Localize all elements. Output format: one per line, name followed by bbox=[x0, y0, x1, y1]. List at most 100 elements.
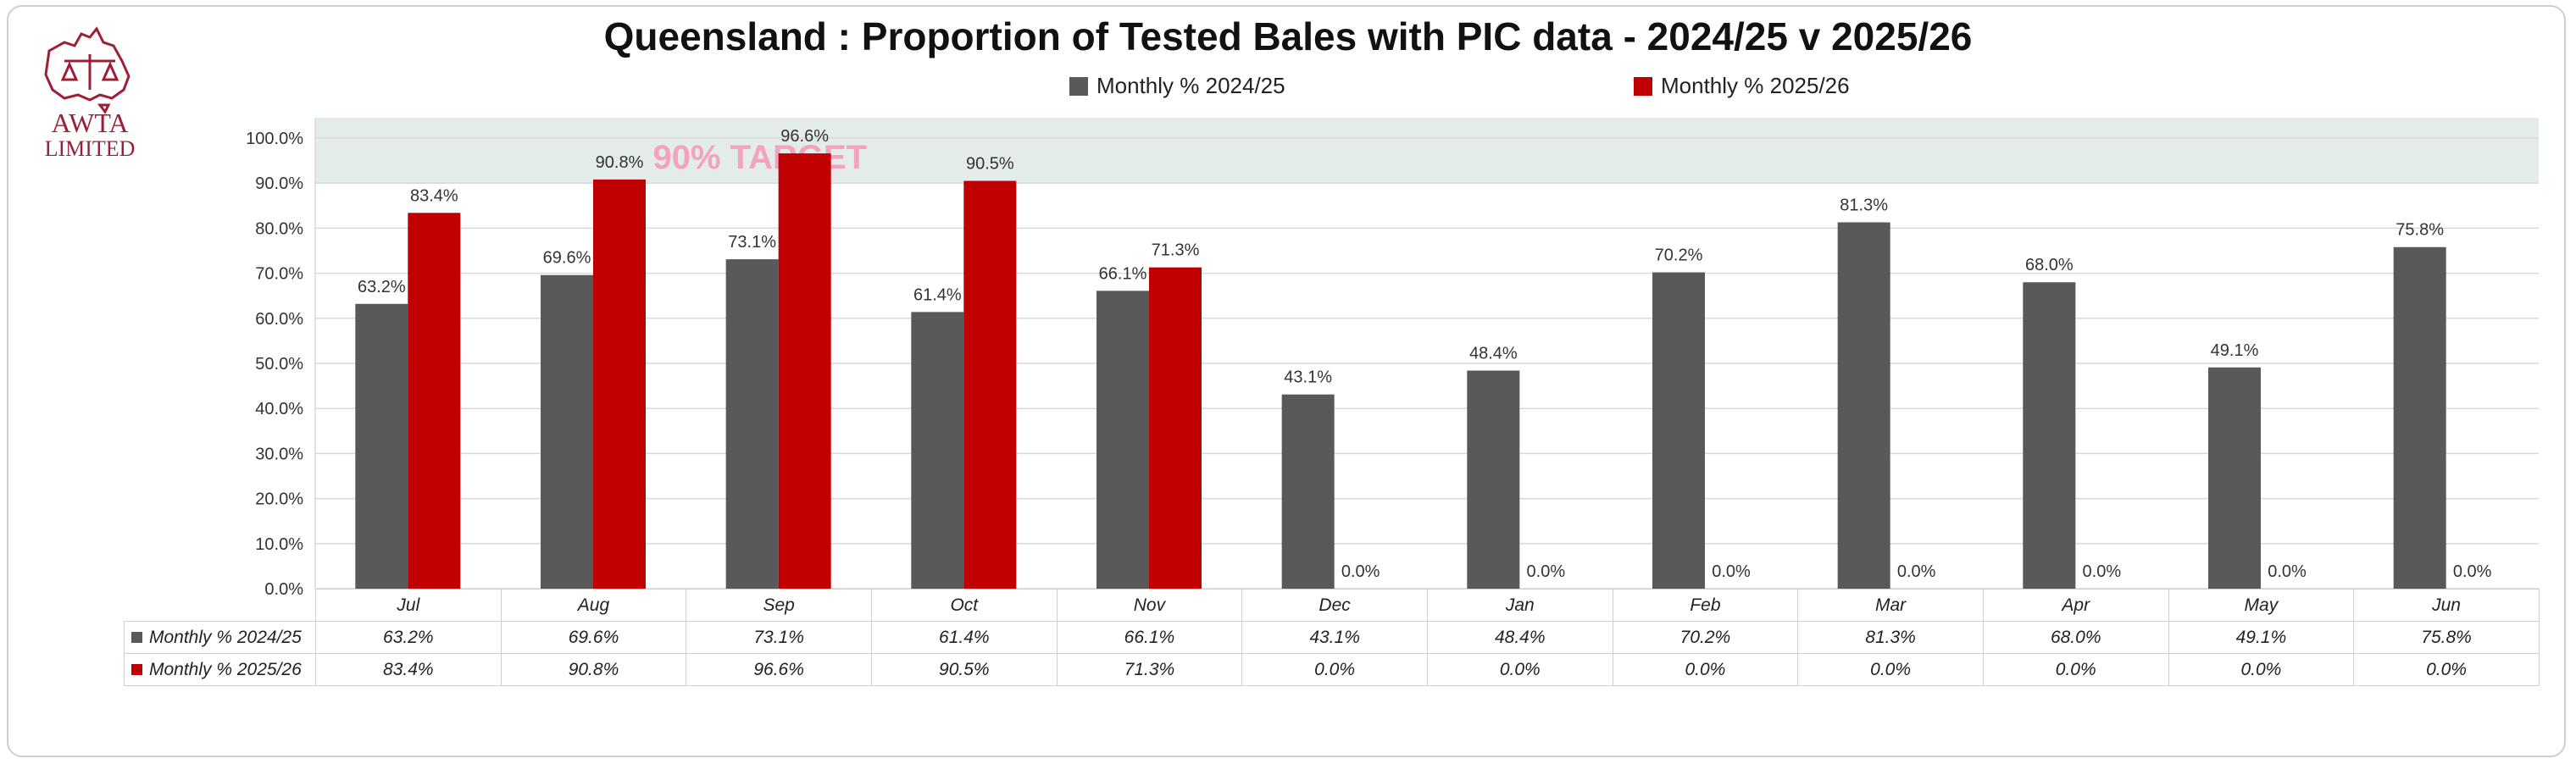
y-tick-label: 90.0% bbox=[255, 174, 303, 193]
x-tick-label: Aug bbox=[500, 589, 687, 622]
table-cell: 0.0% bbox=[2353, 653, 2540, 686]
x-tick-label: May bbox=[2168, 589, 2355, 622]
table-cell: 0.0% bbox=[1241, 653, 1428, 686]
table-row-swatch bbox=[131, 632, 142, 644]
data-label-2024-25-jan: 48.4% bbox=[1469, 345, 1518, 363]
table-cell: 61.4% bbox=[870, 621, 1058, 654]
data-label-2024-25-feb: 70.2% bbox=[1655, 246, 1703, 265]
y-tick-label: 60.0% bbox=[255, 310, 303, 329]
legend-swatch-2025-26 bbox=[1634, 76, 1652, 96]
table-cell: 90.5% bbox=[870, 653, 1058, 686]
table-row: Monthly % 2025/26 83.4% 90.8% 96.6% 90.5% 71.… bbox=[124, 653, 2540, 686]
data-label-2024-25-jun: 75.8% bbox=[2396, 221, 2444, 240]
data-label-2024-25-oct: 61.4% bbox=[913, 285, 962, 304]
y-tick-label: 0.0% bbox=[264, 580, 303, 599]
chart-data-table: Jul Aug Sep Oct Nov Dec Jan Feb Mar Apr May Jun Mont… bbox=[124, 589, 2540, 686]
table-cell: 90.8% bbox=[500, 653, 687, 686]
data-label-2025-26-mar: 0.0% bbox=[1897, 562, 1936, 581]
bar-2024-25-jun bbox=[2393, 246, 2446, 589]
data-label-2025-26-sep: 96.6% bbox=[780, 127, 829, 146]
x-tick-label: Jun bbox=[2353, 589, 2540, 622]
target-band bbox=[315, 118, 2539, 184]
x-tick-label: Jul bbox=[315, 589, 502, 622]
bar-2025-26-aug bbox=[593, 179, 646, 589]
x-tick-label: Oct bbox=[870, 589, 1058, 622]
table-cell: 43.1% bbox=[1241, 621, 1428, 654]
y-tick-label: 20.0% bbox=[255, 490, 303, 509]
data-label-2025-26-apr: 0.0% bbox=[2083, 562, 2122, 581]
x-tick-label: Nov bbox=[1056, 589, 1243, 622]
data-label-2024-25-dec: 43.1% bbox=[1284, 368, 1332, 387]
x-tick-label: Sep bbox=[686, 589, 872, 622]
bar-2024-25-jan bbox=[1467, 370, 1520, 589]
x-tick-label: Mar bbox=[1797, 589, 1984, 622]
table-row-name: Monthly % 2025/26 bbox=[149, 659, 302, 679]
table-cell: 66.1% bbox=[1056, 621, 1243, 654]
y-tick-label: 50.0% bbox=[255, 355, 303, 374]
bar-2024-25-mar bbox=[1837, 222, 1890, 589]
bar-2024-25-nov bbox=[1096, 291, 1149, 589]
target-label: 90% TARGET bbox=[652, 139, 867, 176]
data-label-2025-26-may: 0.0% bbox=[2268, 562, 2307, 581]
table-row-name: Monthly % 2024/25 bbox=[149, 627, 302, 647]
bar-2024-25-feb bbox=[1652, 272, 1705, 589]
data-label-2025-26-dec: 0.0% bbox=[1341, 562, 1380, 581]
bar-2024-25-aug bbox=[541, 274, 593, 589]
table-cell: 70.2% bbox=[1612, 621, 1799, 654]
x-tick-label: Feb bbox=[1612, 589, 1799, 622]
data-label-2025-26-jan: 0.0% bbox=[1527, 562, 1566, 581]
bar-2024-25-sep bbox=[725, 259, 779, 589]
legend-item-2024-25: Monthly % 2024/25 bbox=[1069, 73, 1285, 99]
y-tick-label: 70.0% bbox=[255, 265, 303, 284]
table-cell: 75.8% bbox=[2353, 621, 2540, 654]
data-label-2025-26-jul: 83.4% bbox=[410, 186, 458, 205]
chart-frame bbox=[7, 5, 2566, 757]
data-label-2024-25-aug: 69.6% bbox=[543, 249, 591, 268]
legend-swatch-2024-25 bbox=[1069, 76, 1088, 96]
table-cell: 71.3% bbox=[1056, 653, 1243, 686]
table-cell: 0.0% bbox=[1797, 653, 1984, 686]
table-cell: 0.0% bbox=[1982, 653, 2169, 686]
data-label-2025-26-feb: 0.0% bbox=[1712, 562, 1751, 581]
x-tick-label: Apr bbox=[1982, 589, 2169, 622]
legend-item-2025-26: Monthly % 2025/26 bbox=[1634, 73, 1850, 99]
data-label-2025-26-jun: 0.0% bbox=[2453, 562, 2492, 581]
bar-2025-26-nov bbox=[1149, 267, 1202, 589]
y-tick-label: 100.0% bbox=[246, 130, 303, 148]
chart-title: Queensland : Proportion of Tested Bales … bbox=[603, 14, 1973, 58]
data-label-2024-25-apr: 68.0% bbox=[2025, 256, 2074, 274]
table-cell: 0.0% bbox=[1426, 653, 1613, 686]
bar-2024-25-dec bbox=[1281, 394, 1335, 589]
x-tick-label: Dec bbox=[1241, 589, 1428, 622]
australia-map-icon bbox=[44, 26, 130, 114]
data-label-2024-25-may: 49.1% bbox=[2211, 341, 2259, 360]
data-label-2024-25-sep: 73.1% bbox=[728, 233, 776, 252]
y-tick-label: 80.0% bbox=[255, 219, 303, 238]
table-row: Monthly % 2024/25 63.2% 69.6% 73.1% 61.4% 66.… bbox=[124, 621, 2540, 654]
data-label-2025-26-oct: 90.5% bbox=[966, 155, 1014, 174]
table-cell: 0.0% bbox=[1612, 653, 1799, 686]
table-cell: 73.1% bbox=[686, 621, 872, 654]
y-tick-label: 40.0% bbox=[255, 400, 303, 418]
bar-2024-25-jul bbox=[355, 303, 408, 589]
data-label-2024-25-mar: 81.3% bbox=[1840, 196, 1888, 214]
data-label-2024-25-nov: 66.1% bbox=[1099, 264, 1147, 283]
bar-2024-25-apr bbox=[2023, 282, 2076, 589]
table-corner bbox=[125, 590, 316, 622]
table-cell: 96.6% bbox=[686, 653, 872, 686]
table-cell: 69.6% bbox=[500, 621, 687, 654]
table-header-row: Jul Aug Sep Oct Nov Dec Jan Feb Mar Apr May Jun bbox=[125, 589, 2540, 622]
table-cell: 68.0% bbox=[1982, 621, 2169, 654]
data-label-2024-25-jul: 63.2% bbox=[358, 278, 406, 296]
table-row-label: Monthly % 2024/25 bbox=[124, 621, 316, 654]
table-cell: 49.1% bbox=[2168, 621, 2355, 654]
y-tick-label: 30.0% bbox=[255, 445, 303, 463]
table-cell: 63.2% bbox=[315, 621, 502, 654]
table-cell: 48.4% bbox=[1426, 621, 1613, 654]
legend-label-2025-26: Monthly % 2025/26 bbox=[1661, 73, 1850, 98]
x-tick-label: Jan bbox=[1426, 589, 1613, 622]
table-cell: 83.4% bbox=[315, 653, 502, 686]
y-tick-label: 10.0% bbox=[255, 535, 303, 554]
bar-2025-26-oct bbox=[963, 180, 1017, 590]
